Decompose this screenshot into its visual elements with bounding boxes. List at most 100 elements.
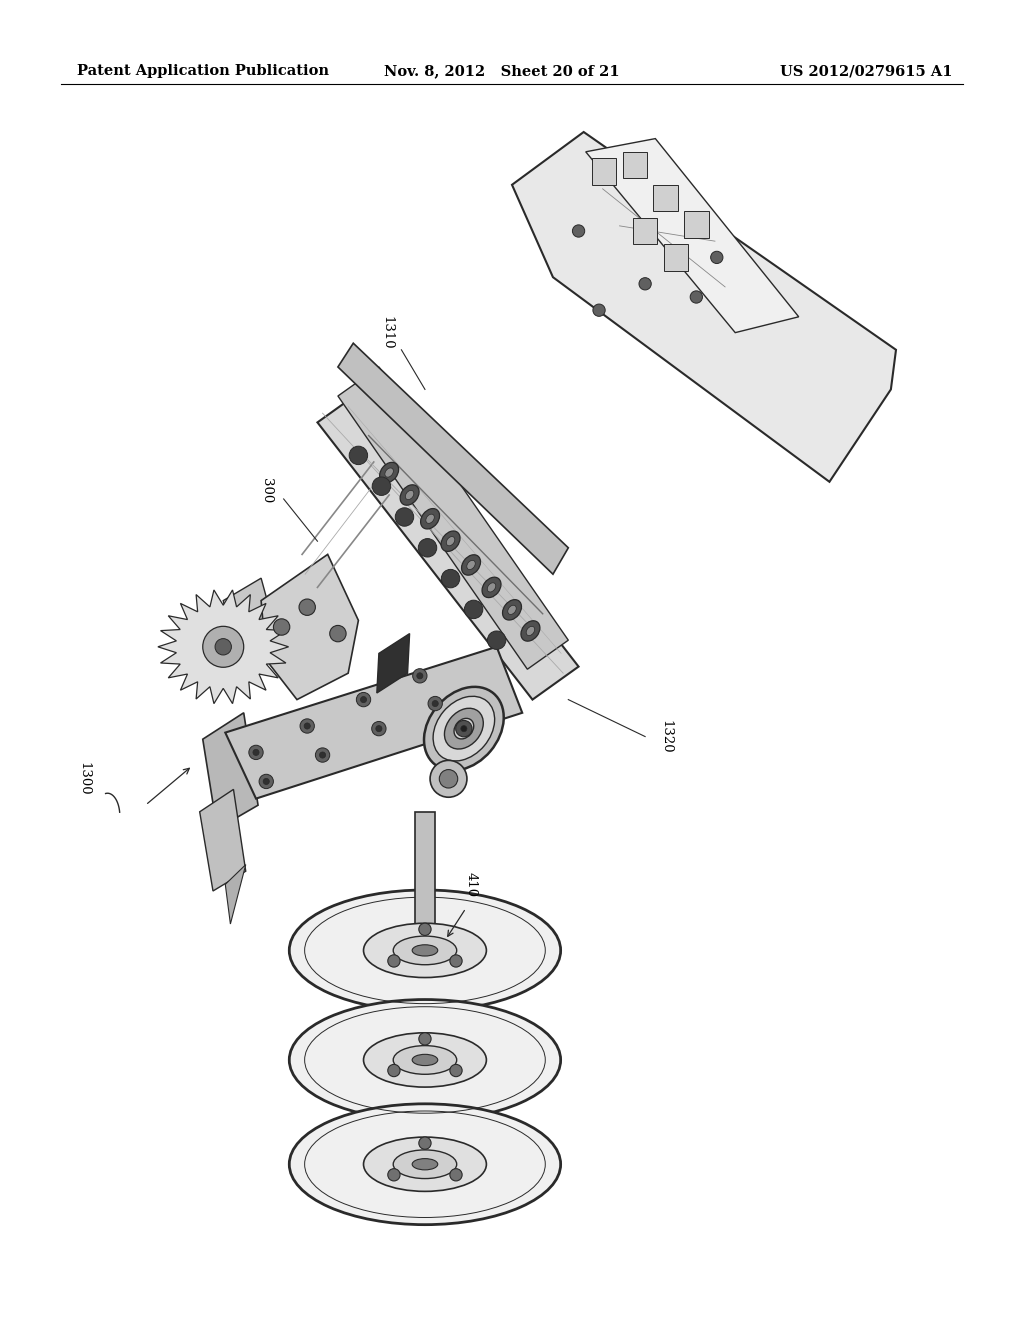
Text: 1300: 1300	[78, 762, 90, 796]
Circle shape	[439, 770, 458, 788]
Text: 300: 300	[260, 478, 272, 504]
Circle shape	[299, 599, 315, 615]
Circle shape	[319, 752, 326, 758]
Polygon shape	[225, 865, 246, 924]
Ellipse shape	[503, 599, 521, 620]
Circle shape	[432, 701, 438, 706]
Ellipse shape	[441, 531, 460, 552]
Circle shape	[593, 304, 605, 317]
Text: 1320: 1320	[659, 719, 672, 754]
Ellipse shape	[406, 491, 414, 499]
Polygon shape	[317, 389, 579, 700]
Circle shape	[456, 721, 472, 737]
Circle shape	[372, 722, 386, 735]
Circle shape	[413, 669, 427, 682]
Text: 1310: 1310	[381, 315, 393, 350]
Polygon shape	[586, 139, 799, 333]
Ellipse shape	[433, 696, 495, 762]
Ellipse shape	[446, 537, 455, 545]
Circle shape	[373, 477, 391, 495]
Polygon shape	[200, 789, 246, 891]
Ellipse shape	[454, 718, 474, 739]
Ellipse shape	[393, 1150, 457, 1179]
Circle shape	[315, 748, 330, 762]
Polygon shape	[225, 647, 522, 799]
Polygon shape	[377, 634, 410, 693]
Text: Nov. 8, 2012   Sheet 20 of 21: Nov. 8, 2012 Sheet 20 of 21	[384, 65, 620, 78]
Ellipse shape	[426, 515, 434, 523]
Ellipse shape	[400, 484, 419, 506]
Ellipse shape	[412, 945, 438, 956]
Circle shape	[349, 446, 368, 465]
Polygon shape	[633, 218, 657, 244]
Circle shape	[203, 626, 244, 668]
Circle shape	[300, 719, 314, 733]
Circle shape	[388, 954, 400, 968]
Circle shape	[215, 639, 231, 655]
Circle shape	[388, 1064, 400, 1077]
Polygon shape	[623, 152, 647, 178]
Polygon shape	[664, 244, 688, 271]
Circle shape	[417, 673, 423, 678]
Ellipse shape	[421, 508, 439, 529]
Circle shape	[690, 290, 702, 304]
Circle shape	[419, 1032, 431, 1045]
Circle shape	[356, 693, 371, 706]
Polygon shape	[338, 367, 568, 669]
Circle shape	[430, 760, 467, 797]
Circle shape	[259, 775, 273, 788]
Circle shape	[273, 619, 290, 635]
Ellipse shape	[412, 1055, 438, 1065]
Circle shape	[450, 1064, 462, 1077]
Ellipse shape	[482, 577, 501, 598]
Ellipse shape	[289, 890, 561, 1011]
Text: FIG. 13: FIG. 13	[736, 400, 810, 418]
Circle shape	[263, 779, 269, 784]
Ellipse shape	[444, 709, 483, 748]
Text: US 2012/0279615 A1: US 2012/0279615 A1	[780, 65, 952, 78]
Ellipse shape	[393, 936, 457, 965]
Ellipse shape	[521, 620, 540, 642]
Circle shape	[376, 726, 382, 731]
Circle shape	[711, 251, 723, 264]
Circle shape	[330, 626, 346, 642]
Circle shape	[419, 923, 431, 936]
Circle shape	[249, 746, 263, 759]
Circle shape	[487, 631, 506, 649]
Ellipse shape	[289, 999, 561, 1121]
Circle shape	[450, 1168, 462, 1181]
Ellipse shape	[364, 923, 486, 978]
Ellipse shape	[467, 561, 475, 569]
Circle shape	[428, 697, 442, 710]
Polygon shape	[220, 680, 517, 799]
Polygon shape	[203, 713, 258, 829]
Polygon shape	[261, 554, 358, 700]
Polygon shape	[158, 590, 289, 704]
Circle shape	[450, 954, 462, 968]
Ellipse shape	[462, 554, 480, 576]
Ellipse shape	[289, 1104, 561, 1225]
Polygon shape	[592, 158, 616, 185]
Polygon shape	[684, 211, 709, 238]
Ellipse shape	[380, 462, 398, 483]
Ellipse shape	[364, 1137, 486, 1192]
Circle shape	[304, 723, 310, 729]
Circle shape	[418, 539, 436, 557]
Ellipse shape	[508, 606, 516, 614]
Text: Patent Application Publication: Patent Application Publication	[77, 65, 329, 78]
Polygon shape	[338, 343, 568, 574]
Circle shape	[441, 569, 460, 587]
Polygon shape	[415, 812, 435, 944]
Polygon shape	[512, 132, 896, 482]
Ellipse shape	[424, 686, 504, 771]
Polygon shape	[223, 578, 274, 651]
Text: 410: 410	[465, 871, 477, 898]
Circle shape	[639, 277, 651, 290]
Circle shape	[461, 726, 467, 731]
Circle shape	[395, 508, 414, 527]
Circle shape	[465, 601, 483, 619]
Circle shape	[360, 697, 367, 702]
Circle shape	[572, 224, 585, 238]
Ellipse shape	[393, 1045, 457, 1074]
Circle shape	[388, 1168, 400, 1181]
